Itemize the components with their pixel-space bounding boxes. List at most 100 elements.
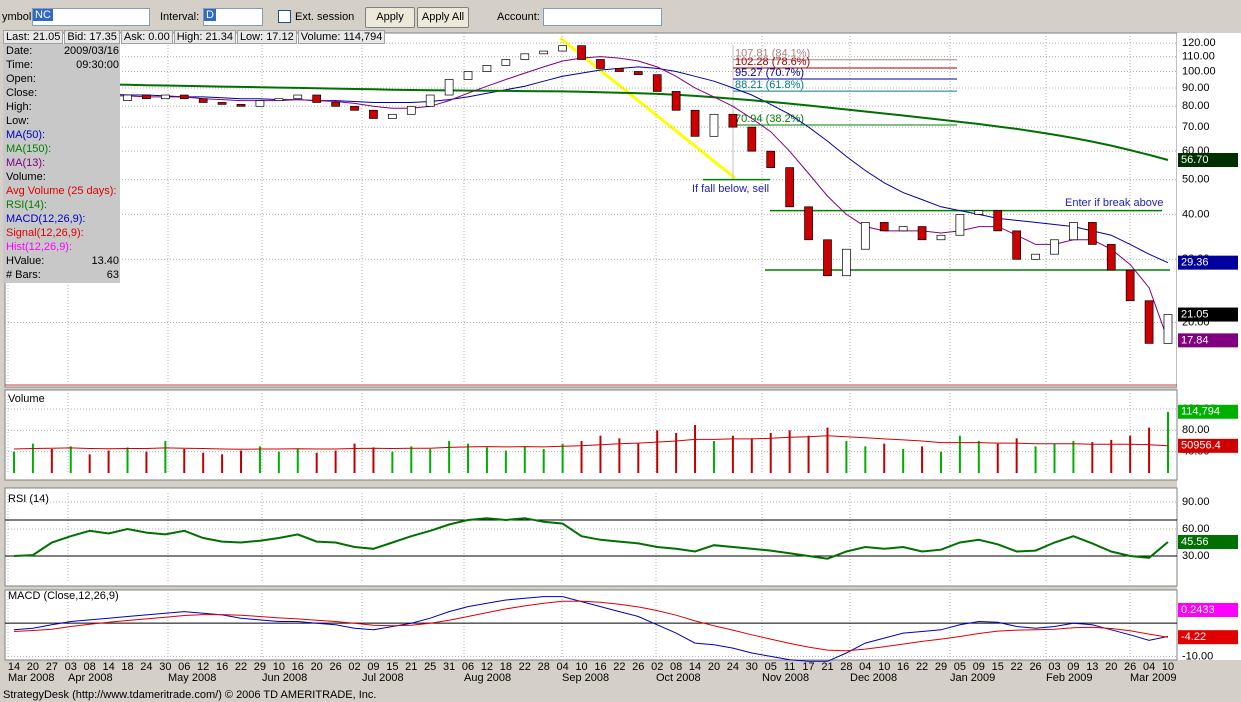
x-tick-label: 18 [500, 661, 512, 673]
x-tick-label: 21 [821, 661, 833, 673]
last-price: 21.05 [1181, 308, 1209, 320]
fib-label: 107.81 (84.1%) [735, 48, 810, 60]
x-tick-label: 04 [556, 661, 568, 673]
volume-panel [4, 389, 1178, 481]
rsi-value-box [1178, 534, 1238, 549]
candle [331, 102, 340, 107]
candle [1031, 253, 1040, 260]
quote-value: 0.00 [148, 31, 170, 43]
x-tick-label: 16 [897, 661, 909, 673]
quote-value: 21.34 [205, 31, 233, 43]
x-tick-label: 25 [424, 661, 436, 673]
ma-line [13, 81, 1169, 161]
x-tick-label: 31 [443, 661, 455, 673]
data-row: RSI(14): [6, 199, 119, 213]
x-month-label: Sep 2008 [562, 672, 609, 684]
x-tick-label: 10 [878, 661, 890, 673]
data-value: 63 [106, 269, 119, 281]
x-tick-label: 22 [1011, 661, 1023, 673]
x-tick-label: 27 [46, 661, 58, 673]
candle [652, 74, 662, 92]
data-label: Volume: [6, 171, 46, 183]
x-month-label: Oct 2008 [656, 672, 701, 684]
symbol-input[interactable]: NC [32, 8, 150, 26]
data-row: MA(13): [6, 157, 119, 171]
data-label: Hist(12,26,9): [6, 241, 73, 253]
symbol-label: ymbol: [2, 11, 35, 23]
annotation: Enter if break above [1065, 197, 1163, 209]
x-tick-label: 22 [519, 661, 531, 673]
quote-item: Last: 21.05 [3, 30, 64, 44]
candle [444, 79, 454, 96]
data-row: High: [6, 101, 119, 115]
x-month-label: Nov 2008 [762, 672, 809, 684]
signal-value-box [1178, 630, 1238, 645]
quote-item: Bid: 17.35 [64, 30, 120, 44]
apply-all-button[interactable]: Apply All [417, 7, 469, 28]
x-tick-label: 03 [65, 661, 77, 673]
quote-label: Bid: [67, 31, 87, 43]
data-label: High: [6, 101, 32, 113]
x-tick-label: 20 [1105, 661, 1117, 673]
x-tick-label: 24 [727, 661, 739, 673]
candle [1087, 222, 1097, 245]
x-tick-label: 26 [632, 661, 644, 673]
data-row: # Bars: 63 [6, 269, 119, 283]
hist-value: 0.2433 [1181, 604, 1215, 616]
y-tick-label: 30.00 [1182, 550, 1210, 562]
data-label: MA(13): [6, 157, 46, 169]
x-tick-label: 10 [273, 661, 285, 673]
x-tick-label: 13 [1086, 661, 1098, 673]
fib-label: 70.94 (38.2%) [735, 113, 804, 125]
candle [577, 45, 586, 60]
quote-label: Ask: [123, 31, 146, 43]
candle [217, 102, 227, 105]
rsi-value: 45.56 [1181, 536, 1209, 548]
data-label: Time: [6, 59, 34, 71]
data-row: Date: 2009/03/16 [6, 45, 119, 59]
candle [728, 113, 738, 128]
x-month-label: Aug 2008 [464, 672, 511, 684]
x-tick-label: 29 [254, 661, 266, 673]
ext-session-checkbox[interactable] [278, 10, 291, 23]
volume-value: 114,794 [1181, 406, 1220, 418]
candle [1144, 300, 1154, 344]
x-tick-label: 20 [311, 661, 323, 673]
candle [236, 104, 246, 107]
fib-label: 95.27 (70.7%) [735, 67, 804, 79]
account-input[interactable] [543, 8, 662, 26]
hist-value-box [1178, 603, 1238, 617]
x-tick-label: 22 [613, 661, 625, 673]
candle [369, 109, 378, 119]
candle [179, 94, 189, 100]
candle [1012, 230, 1022, 260]
x-tick-label: 21 [405, 661, 417, 673]
apply-button[interactable]: Apply [365, 7, 415, 28]
panel-title: Volume [8, 393, 45, 405]
candle [615, 68, 624, 72]
candle [482, 65, 492, 72]
candle [1106, 244, 1116, 271]
avg-volume-value: 50956.4 [1181, 440, 1221, 452]
x-tick-label: 22 [235, 661, 247, 673]
x-tick-label: 05 [765, 661, 777, 673]
candle [520, 53, 530, 60]
x-tick-label: 02 [348, 661, 360, 673]
data-row: HValue: 13.40 [6, 255, 119, 269]
x-tick-label: 29 [935, 661, 947, 673]
data-row: Signal(12,26,9): [6, 227, 119, 241]
x-month-label: Feb 2009 [1046, 672, 1092, 684]
candle [671, 91, 681, 111]
panel-title: MACD (Close,12,26,9) [8, 590, 119, 602]
candle [274, 98, 284, 101]
quote-label: Low: [239, 31, 264, 43]
x-month-label: Dec 2008 [850, 672, 897, 684]
candle [406, 105, 416, 115]
x-tick-label: 16 [594, 661, 606, 673]
candle [388, 113, 397, 119]
interval-input[interactable]: D [203, 8, 263, 26]
account-label: Account: [497, 11, 540, 23]
x-tick-label: 28 [538, 661, 550, 673]
